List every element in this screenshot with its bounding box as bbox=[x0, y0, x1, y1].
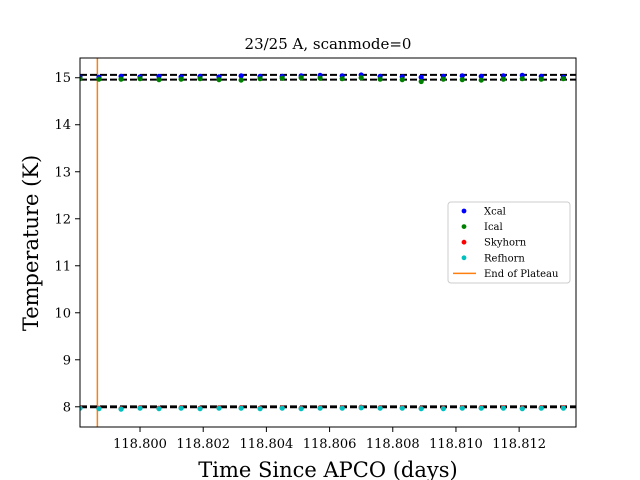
refhorn-point bbox=[137, 405, 143, 411]
legend: Xcal Ical Skyhorn Refhorn End of Plateau bbox=[447, 201, 571, 284]
x-tick-label: 118.800 bbox=[113, 437, 167, 452]
refhorn-point bbox=[216, 405, 222, 411]
refhorn-point bbox=[358, 405, 364, 411]
ical-point bbox=[358, 75, 364, 81]
refhorn-point bbox=[500, 405, 506, 411]
ical-point bbox=[459, 77, 465, 83]
ical-point bbox=[418, 78, 424, 85]
y-tick-label: 9 bbox=[63, 353, 71, 368]
refhorn-point bbox=[440, 406, 446, 412]
refhorn-point bbox=[197, 406, 203, 412]
ical-point bbox=[156, 77, 162, 83]
refhorn-point bbox=[279, 405, 285, 411]
refhorn-point bbox=[418, 406, 424, 412]
refhorn-point bbox=[238, 405, 244, 411]
refhorn-point bbox=[339, 405, 345, 411]
refhorn-point bbox=[377, 405, 383, 411]
y-tick-label: 12 bbox=[54, 212, 71, 227]
y-tick-label: 13 bbox=[54, 165, 71, 180]
y-tick-label: 15 bbox=[54, 71, 71, 86]
plot-area bbox=[80, 58, 576, 427]
x-axis-label: Time Since APCO (days) bbox=[198, 458, 457, 480]
refhorn-point bbox=[317, 405, 323, 411]
refhorn-point bbox=[478, 405, 484, 411]
xcal-point bbox=[478, 73, 484, 79]
legend-marker bbox=[461, 208, 467, 214]
refhorn-point bbox=[519, 406, 525, 412]
refhorn-point bbox=[538, 405, 544, 411]
refhorn-point bbox=[399, 405, 405, 411]
ical-point bbox=[197, 76, 203, 82]
legend-label: Xcal bbox=[484, 207, 506, 218]
refhorn-point bbox=[560, 405, 566, 411]
refhorn-point bbox=[178, 405, 184, 411]
series-ical bbox=[80, 75, 566, 85]
ical-point bbox=[298, 75, 304, 81]
ical-point bbox=[377, 76, 383, 82]
x-tick-label: 118.802 bbox=[176, 437, 230, 452]
series-refhorn bbox=[80, 405, 566, 412]
xcal-point bbox=[459, 73, 465, 79]
ical-point bbox=[279, 75, 285, 81]
ical-point bbox=[178, 76, 184, 82]
xcal-point bbox=[418, 74, 424, 80]
x-tick-label: 118.810 bbox=[429, 437, 483, 452]
ical-point bbox=[96, 76, 102, 82]
ical-point bbox=[317, 75, 323, 81]
x-tick-label: 118.808 bbox=[366, 437, 420, 452]
refhorn-point bbox=[96, 406, 102, 412]
legend-marker bbox=[461, 239, 467, 245]
y-tick-label: 8 bbox=[63, 400, 71, 415]
legend-label: End of Plateau bbox=[484, 269, 559, 280]
y-axis: 8 9 10 11 12 13 14 15 bbox=[54, 71, 80, 415]
ical-point bbox=[519, 76, 525, 82]
y-tick-label: 11 bbox=[54, 259, 71, 274]
ical-point bbox=[399, 77, 405, 83]
ical-point bbox=[478, 77, 484, 83]
xcal-point bbox=[238, 73, 244, 79]
ical-point bbox=[137, 76, 143, 82]
legend-label: Skyhorn bbox=[484, 238, 527, 249]
legend-label: Ical bbox=[484, 222, 503, 233]
refhorn-point bbox=[118, 406, 124, 412]
refhorn-point bbox=[257, 406, 263, 412]
y-axis-label: Temperature (K) bbox=[19, 155, 43, 331]
ical-point bbox=[500, 76, 506, 82]
legend-marker bbox=[461, 224, 467, 230]
ical-point bbox=[257, 76, 263, 82]
legend-box bbox=[447, 201, 571, 284]
ical-point bbox=[538, 76, 544, 82]
y-tick-label: 10 bbox=[54, 306, 71, 321]
ical-point bbox=[80, 76, 83, 82]
x-tick-label: 118.812 bbox=[492, 437, 546, 452]
ical-point bbox=[339, 76, 345, 82]
ical-point bbox=[440, 76, 446, 82]
ical-point bbox=[238, 77, 244, 83]
refhorn-point bbox=[298, 406, 304, 412]
y-tick-label: 14 bbox=[54, 118, 71, 133]
ical-point bbox=[118, 76, 124, 82]
refhorn-point bbox=[156, 406, 162, 412]
refhorn-point bbox=[80, 405, 83, 411]
x-axis: 118.800 118.802 118.804 118.806 118.808 118.8… bbox=[113, 427, 546, 452]
x-tick-label: 118.806 bbox=[303, 437, 357, 452]
ical-point bbox=[560, 76, 566, 82]
refhorn-point bbox=[459, 405, 465, 411]
x-tick-label: 118.804 bbox=[240, 437, 294, 452]
plot-frame bbox=[79, 57, 577, 428]
legend-label: Refhorn bbox=[484, 253, 525, 264]
ical-point bbox=[216, 77, 222, 83]
legend-marker bbox=[461, 255, 467, 261]
chart-title: 23/25 A, scanmode=0 bbox=[245, 35, 412, 53]
